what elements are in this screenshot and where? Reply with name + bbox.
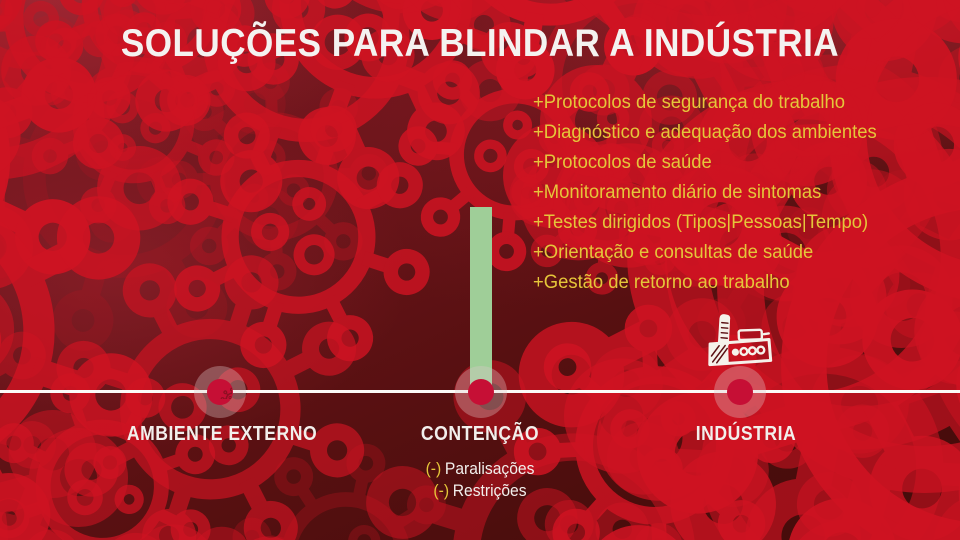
solution-item: +Gestão de retorno ao trabalho [533, 272, 790, 293]
solution-item: +Protocolos de saúde [533, 152, 712, 173]
label-industria: INDÚSTRIA [695, 423, 797, 445]
note-text: Paralisações [444, 459, 535, 478]
solutions-list: +Protocolos de segurança do trabalho +Di… [533, 88, 887, 298]
timeline-dot-ambiente-externo [194, 366, 246, 418]
solution-item: +Orientação e consultas de saúde [533, 242, 814, 263]
containment-bar [470, 207, 492, 393]
virus-icon [220, 387, 232, 399]
dot-core [468, 379, 494, 405]
slide-title: SOLUÇÕES PARA BLINDAR A INDÚSTRIA [120, 22, 840, 65]
dot-core [207, 379, 233, 405]
solution-item: +Protocolos de segurança do trabalho [533, 92, 845, 113]
note-prefix: (-) [425, 459, 442, 478]
factory-icon [708, 314, 773, 367]
contention-note-paralisacoes: (-) Paralisações [370, 459, 591, 479]
contention-note-restricoes: (-) Restrições [370, 481, 591, 501]
label-ambiente-externo: AMBIENTE EXTERNO [126, 423, 318, 445]
dot-core [727, 379, 753, 405]
solution-item: +Monitoramento diário de sintomas [533, 182, 822, 203]
solution-item: +Diagnóstico e adequação dos ambientes [533, 122, 877, 143]
timeline-dot-industria [714, 366, 766, 418]
label-contencao: CONTENÇÃO [420, 423, 540, 445]
note-prefix: (-) [433, 481, 450, 500]
timeline-dot-contencao [455, 366, 507, 418]
note-text: Restrições [452, 481, 527, 500]
solution-item: +Testes dirigidos (Tipos|Pessoas|Tempo) [533, 212, 869, 233]
